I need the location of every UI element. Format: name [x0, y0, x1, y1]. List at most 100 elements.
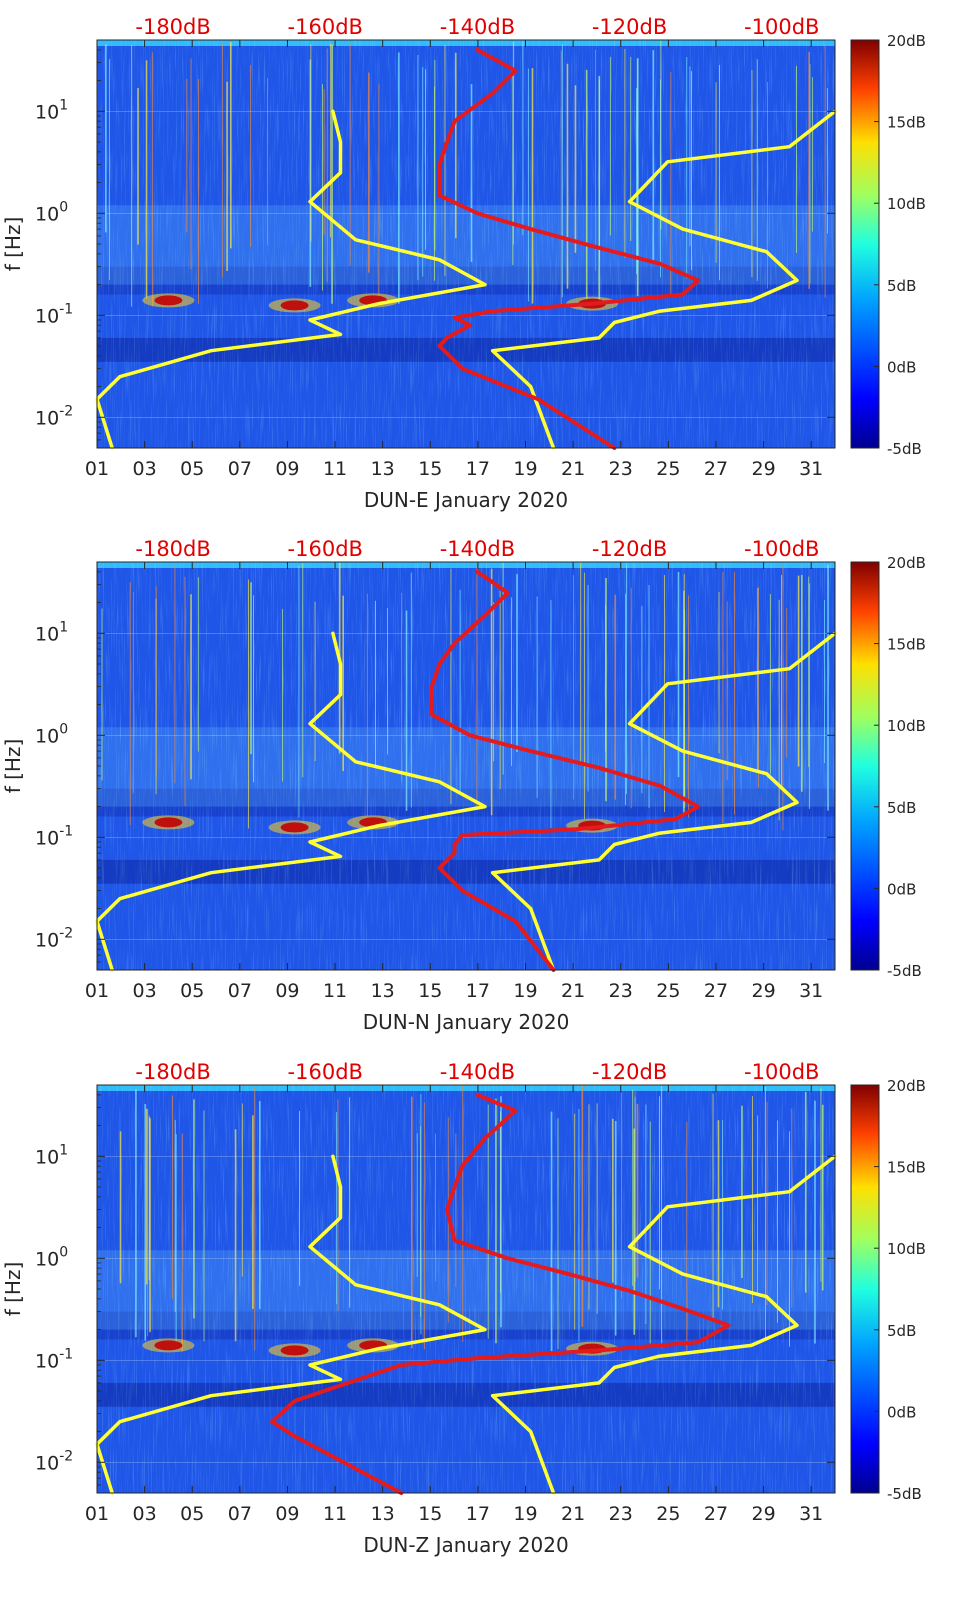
x-axis-label: DUN-Z January 2020	[363, 1533, 568, 1557]
y-tick-label: 10-2	[35, 1448, 73, 1474]
hotspot-core	[280, 300, 309, 311]
x-tick-label: 11	[323, 458, 347, 480]
x-tick-label: 09	[275, 980, 299, 1002]
top-axis: -180dB -160dB -140dB -120dB -100dB	[135, 1060, 819, 1084]
top-tick-label: -160dB	[288, 537, 363, 561]
x-tick-label: 13	[371, 1503, 395, 1525]
spectrogram-texture	[97, 562, 835, 970]
top-tick-label: -100dB	[744, 537, 819, 561]
red-psd-dun-e-line	[437, 47, 701, 450]
top-tick-label: -140dB	[440, 15, 515, 39]
hotspot-core	[154, 817, 183, 828]
x-tick-label: 07	[228, 1503, 252, 1525]
top-tick-label: -100dB	[744, 15, 819, 39]
x-tick-label: 01	[85, 1503, 109, 1525]
x-tick-label: 21	[561, 980, 585, 1002]
top-tick-label: -160dB	[288, 1060, 363, 1084]
x-tick-label: 15	[418, 458, 442, 480]
y-tick-base: 10	[35, 101, 59, 123]
x-tick-label: 19	[513, 1503, 537, 1525]
y-tick-label: 100	[35, 1244, 68, 1270]
colorbar-label: 15dB	[887, 114, 926, 132]
y-tick-exponent: 1	[59, 1142, 68, 1158]
y-tick-base: 10	[35, 203, 59, 225]
x-tick-label: 03	[133, 980, 157, 1002]
top-tick-label: -120dB	[592, 1060, 667, 1084]
x-tick-label: 09	[275, 1503, 299, 1525]
x-tick-label: 07	[228, 980, 252, 1002]
x-tick-label: 19	[513, 980, 537, 1002]
y-tick-base: 10	[35, 827, 59, 849]
colorbar-gradient	[850, 561, 880, 971]
y-tick-exponent: -2	[59, 403, 73, 419]
colorbar-label: -5dB	[887, 440, 922, 458]
top-tick-label: -180dB	[135, 15, 210, 39]
yellow-high-noise-model-line	[490, 109, 837, 450]
yellow-low-noise-model-line	[95, 631, 487, 972]
top-axis: -180dB -160dB -140dB -120dB -100dB	[135, 15, 819, 39]
x-tick-label: 31	[799, 980, 823, 1002]
y-tick-base: 10	[35, 929, 59, 951]
vertical-streaks	[119, 1085, 824, 1353]
colorbar-label: 10dB	[887, 195, 926, 213]
x-tick-label: 09	[275, 458, 299, 480]
top-tick-label: -180dB	[135, 1060, 210, 1084]
colorbar-label: 10dB	[887, 717, 926, 735]
x-axis: 01 03 05 07 09 11 13 15 17 19 21 23 25 27 29 31	[85, 1085, 823, 1525]
hotspot-core	[154, 1340, 183, 1351]
y-tick-label: 100	[35, 721, 68, 747]
y-tick-exponent: -1	[59, 301, 73, 317]
y-tick-exponent: -1	[59, 823, 73, 839]
colorbar-label: 5dB	[887, 1322, 916, 1340]
spectrogram-texture	[97, 40, 835, 448]
colorbar-label: 0dB	[887, 1403, 916, 1421]
top-tick-label: -140dB	[440, 537, 515, 561]
x-axis-label: DUN-E January 2020	[364, 488, 568, 512]
vertical-streaks	[101, 562, 829, 831]
x-tick-label: 01	[85, 980, 109, 1002]
x-tick-label: 13	[371, 458, 395, 480]
colorbar-label: 20dB	[887, 32, 926, 50]
x-axis: 01 03 05 07 09 11 13 15 17 19 21 23 25 27 29 31	[85, 40, 823, 480]
x-tick-label: 05	[180, 980, 204, 1002]
x-tick-label: 11	[323, 980, 347, 1002]
red-psd-dun-n-line	[429, 569, 701, 972]
colorbar-label: -5dB	[887, 962, 922, 980]
y-tick-label: 10-1	[35, 301, 73, 327]
x-tick-label: 07	[228, 458, 252, 480]
top-tick-label: -140dB	[440, 1060, 515, 1084]
y-tick-exponent: 1	[59, 619, 68, 635]
y-tick-exponent: 0	[59, 721, 68, 737]
top-tick-label: -120dB	[592, 15, 667, 39]
y-tick-label: 10-2	[35, 925, 73, 951]
yellow-low-noise-model-line	[95, 1154, 487, 1495]
y-tick-label: 101	[35, 97, 68, 123]
colorbar-gradient	[850, 1084, 880, 1494]
x-tick-label: 01	[85, 458, 109, 480]
y-axis-label: f [Hz]	[1, 217, 25, 272]
spectrogram-texture	[97, 1085, 835, 1493]
y-tick-base: 10	[35, 407, 59, 429]
x-tick-label: 19	[513, 458, 537, 480]
colorbar-label: 10dB	[887, 1240, 926, 1258]
y-tick-label: 101	[35, 619, 68, 645]
x-tick-label: 21	[561, 1503, 585, 1525]
y-tick-base: 10	[35, 725, 59, 747]
y-tick-label: 10-1	[35, 1346, 73, 1372]
y-tick-exponent: -1	[59, 1346, 73, 1362]
x-tick-label: 03	[133, 1503, 157, 1525]
x-tick-label: 15	[418, 980, 442, 1002]
x-tick-label: 25	[656, 980, 680, 1002]
hotspot-core	[280, 1345, 309, 1356]
x-tick-label: 25	[656, 1503, 680, 1525]
yellow-high-noise-model-line	[490, 631, 837, 972]
colorbar-label: 15dB	[887, 636, 926, 654]
colorbar-label: 15dB	[887, 1159, 926, 1177]
y-tick-exponent: 0	[59, 199, 68, 215]
colorbar-label: 20dB	[887, 554, 926, 572]
